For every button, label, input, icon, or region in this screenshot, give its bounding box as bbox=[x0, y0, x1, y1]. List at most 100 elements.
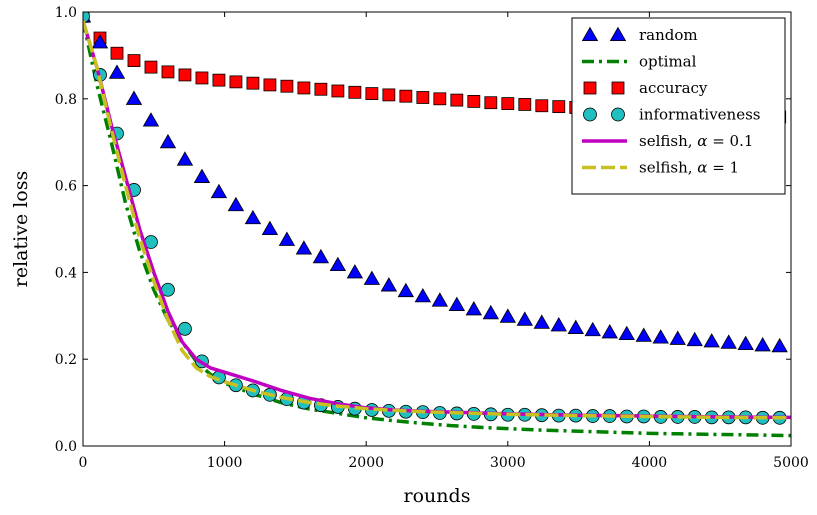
legend-marker bbox=[609, 26, 627, 42]
data-point bbox=[414, 287, 432, 303]
data-point bbox=[161, 65, 175, 79]
data-point bbox=[346, 264, 364, 279]
data-point bbox=[499, 308, 516, 323]
data-point bbox=[584, 321, 601, 337]
y-tick-label: 0.6 bbox=[55, 179, 77, 195]
data-point bbox=[535, 99, 549, 113]
data-point bbox=[110, 46, 124, 60]
y-tick-label: 0.4 bbox=[55, 265, 77, 281]
series-selfish-1 bbox=[83, 20, 791, 420]
data-point bbox=[669, 330, 686, 345]
data-point bbox=[178, 321, 192, 336]
data-point bbox=[144, 60, 158, 74]
series-line bbox=[83, 20, 791, 438]
data-point bbox=[448, 296, 466, 311]
data-point bbox=[263, 78, 277, 92]
data-point bbox=[567, 319, 584, 334]
x-tick-label: 0 bbox=[79, 455, 88, 471]
ticks-layer: 0 1000 2000 3000 4000 5000 0.0 0.2 0.4 0.6 0.8 1.0 bbox=[55, 5, 809, 471]
data-point bbox=[348, 85, 362, 99]
y-axis-label: relative loss bbox=[10, 171, 32, 287]
legend: random optimal accuracy informativeness self… bbox=[571, 17, 786, 195]
data-point bbox=[363, 270, 381, 285]
data-point bbox=[771, 337, 788, 353]
x-tick-label: 1000 bbox=[207, 455, 243, 471]
legend-marker bbox=[583, 81, 597, 95]
data-point bbox=[125, 90, 143, 105]
data-point bbox=[193, 168, 211, 183]
y-tick-label: 0.2 bbox=[55, 352, 77, 368]
plot-frame bbox=[82, 11, 792, 447]
data-point bbox=[295, 240, 313, 255]
legend-entry: selfish, α = 1 bbox=[582, 159, 739, 177]
data-point bbox=[601, 323, 618, 339]
y-tick-label: 0.8 bbox=[55, 92, 77, 108]
legend-box bbox=[571, 17, 786, 195]
data-point bbox=[416, 91, 430, 104]
data-point bbox=[278, 231, 296, 246]
data-point bbox=[754, 337, 771, 352]
data-point bbox=[484, 96, 498, 110]
data-point bbox=[533, 314, 550, 329]
data-point bbox=[686, 331, 703, 347]
data-point bbox=[365, 87, 379, 100]
data-point bbox=[314, 82, 328, 96]
legend-entry: accuracy bbox=[583, 79, 708, 97]
data-point bbox=[83, 12, 90, 24]
y-tick-label: 0.0 bbox=[55, 439, 77, 455]
data-point bbox=[178, 68, 192, 82]
data-point bbox=[450, 93, 464, 107]
x-tick-label: 2000 bbox=[348, 455, 384, 471]
x-axis-label: rounds bbox=[404, 485, 471, 507]
data-point bbox=[159, 133, 177, 149]
data-point bbox=[397, 282, 415, 298]
data-point bbox=[195, 71, 209, 85]
data-point bbox=[331, 84, 345, 98]
data-point bbox=[246, 76, 260, 90]
y-tick-label: 1.0 bbox=[55, 5, 77, 21]
legend-label: selfish, α = 0.1 bbox=[639, 132, 753, 150]
data-point bbox=[399, 89, 413, 103]
data-point bbox=[380, 277, 398, 292]
data-point bbox=[261, 220, 279, 236]
data-point bbox=[142, 112, 160, 127]
legend-label: optimal bbox=[639, 53, 697, 71]
data-point bbox=[108, 64, 126, 79]
data-point bbox=[297, 81, 311, 95]
data-point bbox=[127, 54, 141, 68]
legend-marker bbox=[581, 26, 599, 42]
legend-marker bbox=[611, 107, 625, 122]
data-point bbox=[312, 248, 330, 264]
legend-marker bbox=[611, 81, 625, 95]
series-line bbox=[83, 20, 791, 420]
data-point bbox=[703, 333, 720, 348]
data-point bbox=[652, 329, 669, 344]
series-optimal bbox=[83, 20, 791, 438]
data-point bbox=[482, 304, 499, 320]
x-tick-label: 5000 bbox=[773, 455, 809, 471]
legend-marker bbox=[583, 107, 597, 122]
data-point bbox=[91, 34, 109, 49]
legend-label: informativeness bbox=[639, 106, 761, 124]
x-tick-label: 4000 bbox=[632, 455, 668, 471]
legend-entry: random bbox=[581, 26, 698, 44]
legend-label: random bbox=[639, 26, 698, 44]
data-point bbox=[433, 92, 447, 106]
data-point bbox=[618, 325, 635, 341]
data-point bbox=[720, 334, 737, 349]
legend-entry: optimal bbox=[582, 53, 697, 71]
data-point bbox=[635, 327, 652, 342]
data-point bbox=[229, 75, 243, 89]
data-point bbox=[382, 88, 396, 102]
data-point bbox=[227, 196, 245, 212]
data-point bbox=[280, 79, 294, 93]
legend-entry: informativeness bbox=[583, 106, 761, 124]
legend-label: accuracy bbox=[639, 79, 708, 97]
legend-entry: selfish, α = 0.1 bbox=[582, 132, 753, 150]
data-point bbox=[737, 335, 754, 351]
data-point bbox=[550, 317, 567, 332]
data-point bbox=[516, 311, 533, 326]
data-point bbox=[465, 300, 483, 316]
series-random bbox=[83, 12, 788, 353]
